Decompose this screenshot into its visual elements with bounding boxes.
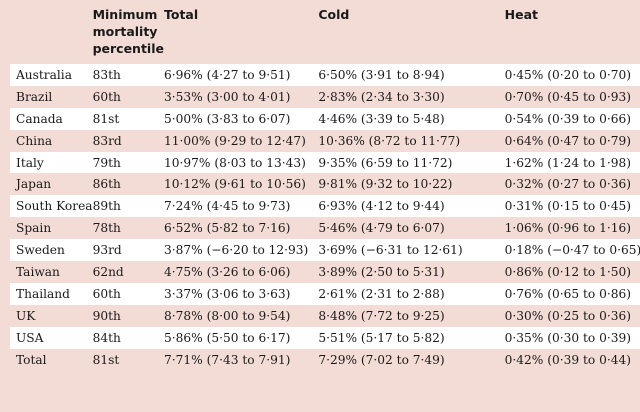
header-total: Total	[163, 7, 199, 22]
min-mortality-percentile-cell: 79th	[92, 155, 121, 170]
header-cold: Cold	[318, 7, 350, 22]
country-cell: Sweden	[16, 243, 65, 258]
min-mortality-percentile-cell: 83th	[92, 67, 121, 82]
table-row: Sweden 93rd 3·87% (−6·20 to 12·93) 3·69% (−…	[10, 239, 640, 262]
country-cell: South Korea	[16, 199, 93, 214]
country-cell: Total	[16, 352, 47, 367]
total-cell: 8·78% (8·00 to 9·54)	[163, 308, 291, 323]
table-body: Australia 83th 6·96% (4·27 to 9·51) 6·50% (…	[10, 64, 640, 370]
cold-cell: 8·48% (7·72 to 9·25)	[318, 308, 445, 323]
total-cell: 6·96% (4·27 to 9·51)	[163, 67, 291, 82]
country-cell: China	[16, 133, 53, 148]
min-mortality-percentile-cell: 90th	[92, 308, 121, 323]
min-mortality-percentile-cell: 93rd	[92, 243, 122, 258]
min-mortality-percentile-cell: 84th	[92, 330, 121, 345]
total-cell: 7·24% (4·45 to 9·73)	[163, 199, 291, 214]
cold-cell: 9·35% (6·59 to 11·72)	[318, 155, 453, 170]
cold-cell: 2·83% (2·34 to 3·30)	[318, 89, 445, 104]
heat-cell: 0·42% (0·39 to 0·44)	[504, 352, 631, 367]
table-row: USA 84th 5·86% (5·50 to 6·17) 5·51% (5·17 t…	[10, 326, 640, 349]
cold-cell: 6·93% (4·12 to 9·44)	[318, 199, 445, 214]
total-cell: 7·71% (7·43 to 7·91)	[163, 352, 291, 367]
table-row: Thailand 60th 3·37% (3·06 to 3·63) 2·61% (2…	[10, 282, 640, 305]
cold-cell: 5·46% (4·79 to 6·07)	[318, 221, 445, 236]
total-cell: 5·00% (3·83 to 6·07)	[163, 111, 291, 126]
table-row: China 83rd 11·00% (9·29 to 12·47) 10·36% (8…	[10, 130, 640, 152]
table-row: Italy 79th 10·97% (8·03 to 13·43) 9·35% (6·…	[10, 151, 640, 174]
cold-cell: 3·69% (−6·31 to 12·61)	[318, 243, 463, 258]
table-row: Australia 83th 6·96% (4·27 to 9·51) 6·50% (…	[10, 64, 640, 86]
cold-cell: 4·46% (3·39 to 5·48)	[318, 111, 445, 126]
table-row: Japan 86th 10·12% (9·61 to 10·56) 9·81% (9·…	[10, 173, 640, 195]
total-cell: 5·86% (5·50 to 6·17)	[163, 330, 291, 345]
min-mortality-percentile-cell: 83rd	[92, 133, 122, 148]
cold-cell: 9·81% (9·32 to 10·22)	[318, 177, 453, 192]
heat-cell: 0·31% (0·15 to 0·45)	[504, 199, 631, 214]
table-row: Canada 81st 5·00% (3·83 to 6·07) 4·46% (3·3…	[10, 107, 640, 130]
total-cell: 3·37% (3·06 to 3·63)	[163, 286, 291, 301]
heat-cell: 0·86% (0·12 to 1·50)	[504, 264, 631, 279]
cold-cell: 2·61% (2·31 to 2·88)	[318, 286, 445, 301]
cold-cell: 5·51% (5·17 to 5·82)	[318, 330, 445, 345]
table-row: Total 81st 7·71% (7·43 to 7·91) 7·29% (7·02…	[10, 349, 640, 371]
country-cell: Thailand	[16, 286, 70, 301]
total-cell: 6·52% (5·82 to 7·16)	[163, 221, 291, 236]
header-row: Minimum mortality percentile Total Cold …	[10, 6, 640, 64]
cold-cell: 7·29% (7·02 to 7·49)	[318, 352, 445, 367]
total-cell: 4·75% (3·26 to 6·06)	[163, 264, 291, 279]
min-mortality-percentile-cell: 81st	[92, 111, 120, 126]
cold-cell: 3·89% (2·50 to 5·31)	[318, 264, 445, 279]
heat-cell: 0·54% (0·39 to 0·66)	[504, 111, 631, 126]
heat-cell: 0·45% (0·20 to 0·70)	[504, 67, 631, 82]
heat-cell: 0·35% (0·30 to 0·39)	[504, 330, 631, 345]
min-mortality-percentile-cell: 78th	[92, 221, 121, 236]
country-cell: USA	[16, 330, 44, 345]
header-mmp-line-2: mortality	[92, 24, 158, 39]
country-cell: Australia	[16, 67, 72, 82]
heat-cell: 0·76% (0·65 to 0·86)	[504, 286, 631, 301]
header-mmp-line-1: Minimum	[92, 7, 158, 22]
country-cell: UK	[16, 308, 36, 323]
header-heat: Heat	[504, 7, 538, 22]
country-cell: Japan	[16, 177, 52, 192]
table-row: Taiwan 62nd 4·75% (3·26 to 6·06) 3·89% (2·5…	[10, 261, 640, 283]
min-mortality-percentile-cell: 86th	[92, 177, 121, 192]
country-cell: Spain	[16, 221, 52, 236]
header-mmp-line-3: percentile	[92, 41, 164, 56]
country-cell: Canada	[16, 111, 63, 126]
cold-cell: 10·36% (8·72 to 11·77)	[318, 133, 461, 148]
heat-cell: 1·06% (0·96 to 1·16)	[504, 221, 631, 236]
country-cell: Brazil	[16, 89, 53, 104]
total-cell: 11·00% (9·29 to 12·47)	[163, 133, 306, 148]
total-cell: 10·97% (8·03 to 13·43)	[163, 155, 306, 170]
mortality-table: Minimum mortality percentile Total Cold …	[10, 6, 640, 370]
heat-cell: 0·64% (0·47 to 0·79)	[504, 133, 631, 148]
header-min-mortality-percentile: Minimum mortality percentile	[93, 6, 164, 64]
min-mortality-percentile-cell: 60th	[92, 89, 121, 104]
min-mortality-percentile-cell: 60th	[92, 286, 121, 301]
table-row: Spain 78th 6·52% (5·82 to 7·16) 5·46% (4·79…	[10, 217, 640, 239]
heat-cell: 0·30% (0·25 to 0·36)	[504, 308, 631, 323]
heat-cell: 0·32% (0·27 to 0·36)	[504, 177, 631, 192]
header-country	[10, 6, 93, 64]
heat-cell: 0·18% (−0·47 to 0·65)	[504, 243, 640, 258]
table-row: Brazil 60th 3·53% (3·00 to 4·01) 2·83% (2·3…	[10, 86, 640, 108]
total-cell: 3·87% (−6·20 to 12·93)	[163, 243, 309, 258]
cold-cell: 6·50% (3·91 to 8·94)	[318, 67, 445, 82]
country-cell: Italy	[16, 155, 44, 170]
country-cell: Taiwan	[16, 264, 60, 279]
table-row: South Korea 89th 7·24% (4·45 to 9·73) 6·93%…	[10, 195, 640, 218]
min-mortality-percentile-cell: 81st	[92, 352, 120, 367]
total-cell: 10·12% (9·61 to 10·56)	[163, 177, 306, 192]
heat-cell: 0·70% (0·45 to 0·93)	[504, 89, 631, 104]
min-mortality-percentile-cell: 89th	[92, 199, 121, 214]
min-mortality-percentile-cell: 62nd	[92, 264, 124, 279]
table-row: UK 90th 8·78% (8·00 to 9·54) 8·48% (7·72 to…	[10, 305, 640, 327]
heat-cell: 1·62% (1·24 to 1·98)	[504, 155, 631, 170]
total-cell: 3·53% (3·00 to 4·01)	[163, 89, 291, 104]
table-header: Minimum mortality percentile Total Cold …	[10, 6, 640, 64]
